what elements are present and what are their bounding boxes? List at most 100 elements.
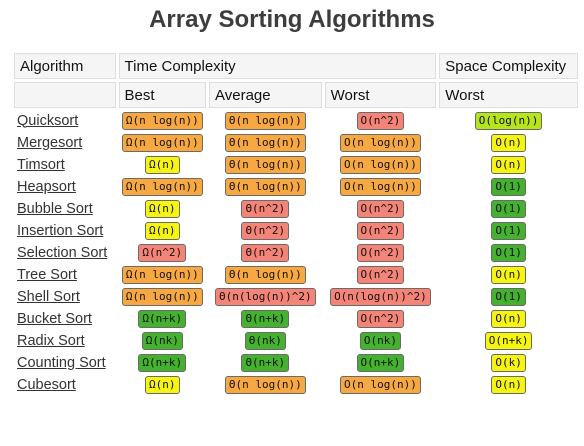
table-row: Bucket Sort Ω(n+k) Θ(n+k) O(n^2) O(n) — [14, 309, 578, 328]
header-row-1: Algorithm Time Complexity Space Complexi… — [14, 53, 578, 79]
complexity-badge: Θ(n log(n)) — [224, 178, 306, 196]
complexity-badge: O(n^2) — [356, 222, 405, 240]
complexity-badge: Ω(n) — [145, 156, 180, 174]
algorithm-link[interactable]: Cubesort — [17, 376, 76, 393]
best-cell: Ω(n) — [119, 155, 206, 174]
complexity-badge: O(n log(n)) — [339, 134, 421, 152]
complexity-badge: Ω(n) — [145, 376, 180, 394]
algorithm-link[interactable]: Quicksort — [17, 112, 79, 129]
algorithm-cell: Timsort — [14, 155, 116, 174]
complexity-badge: O(n^2) — [356, 244, 405, 262]
algorithm-cell: Counting Sort — [14, 353, 116, 372]
complexity-badge: Θ(n+k) — [241, 354, 290, 372]
space-cell: O(n) — [439, 375, 578, 394]
average-cell: Θ(n log(n)) — [209, 155, 322, 174]
table-row: Tree Sort Ω(n log(n)) Θ(n log(n)) O(n^2)… — [14, 265, 578, 284]
complexity-badge: O(n log(n)) — [339, 156, 421, 174]
algorithm-link[interactable]: Mergesort — [17, 134, 83, 151]
space-cell: O(1) — [439, 243, 578, 262]
algorithm-cell: Cubesort — [14, 375, 116, 394]
complexity-badge: O(n^2) — [356, 112, 405, 130]
complexity-badge: Ω(n log(n)) — [121, 178, 203, 196]
complexity-badge: Θ(n log(n)) — [224, 156, 306, 174]
algorithm-link[interactable]: Counting Sort — [17, 354, 106, 371]
space-cell: O(1) — [439, 221, 578, 240]
header-empty — [14, 82, 116, 108]
complexity-badge: O(n+k) — [356, 354, 405, 372]
space-cell: O(1) — [439, 287, 578, 306]
space-cell: O(1) — [439, 177, 578, 196]
worst-cell: O(n log(n)) — [325, 375, 437, 394]
table-row: Counting Sort Ω(n+k) Θ(n+k) O(n+k) O(k) — [14, 353, 578, 372]
algorithm-link[interactable]: Heapsort — [17, 178, 76, 195]
header-worst: Worst — [324, 82, 437, 108]
complexity-badge: O(n) — [491, 266, 526, 284]
complexity-badge: Ω(n log(n)) — [121, 266, 203, 284]
complexity-badge: O(1) — [491, 178, 526, 196]
algorithm-cell: Mergesort — [14, 133, 116, 152]
algorithm-link[interactable]: Selection Sort — [17, 244, 108, 261]
table-row: Bubble Sort Ω(n) Θ(n^2) O(n^2) O(1) — [14, 199, 578, 218]
complexity-badge: O(n^2) — [356, 200, 405, 218]
algorithm-link[interactable]: Bucket Sort — [17, 310, 92, 327]
space-cell: O(n+k) — [439, 331, 578, 350]
algorithm-cell: Heapsort — [14, 177, 116, 196]
table-row: Quicksort Ω(n log(n)) Θ(n log(n)) O(n^2)… — [14, 111, 578, 130]
complexity-badge: O(n) — [491, 134, 526, 152]
average-cell: Θ(n(log(n))^2) — [209, 287, 322, 306]
worst-cell: O(n^2) — [325, 309, 437, 328]
complexity-badge: Θ(n^2) — [241, 200, 290, 218]
complexity-badge: O(1) — [491, 200, 526, 218]
complexity-badge: Ω(nk) — [141, 332, 183, 350]
space-cell: O(log(n)) — [439, 111, 578, 130]
complexity-badge: O(n) — [491, 156, 526, 174]
algorithm-link[interactable]: Tree Sort — [17, 266, 77, 283]
complexity-badge: O(n+k) — [484, 332, 533, 350]
page-title: Array Sorting Algorithms — [149, 6, 435, 33]
header-average: Average — [209, 82, 322, 108]
complexity-badge: Θ(nk) — [244, 332, 286, 350]
average-cell: Θ(n^2) — [209, 243, 322, 262]
complexity-badge: O(n^2) — [356, 310, 405, 328]
complexity-badge: Θ(n(log(n))^2) — [214, 288, 316, 306]
complexity-badge: O(1) — [491, 288, 526, 306]
worst-cell: O(n^2) — [325, 265, 437, 284]
worst-cell: O(n log(n)) — [325, 155, 437, 174]
header-algorithm: Algorithm — [14, 53, 116, 79]
best-cell: Ω(n log(n)) — [119, 287, 206, 306]
complexity-badge: Ω(n^2) — [138, 244, 187, 262]
complexity-badge: Θ(n^2) — [241, 244, 290, 262]
average-cell: Θ(n log(n)) — [209, 111, 322, 130]
table-row: Heapsort Ω(n log(n)) Θ(n log(n)) O(n log… — [14, 177, 578, 196]
complexity-badge: O(n^2) — [356, 266, 405, 284]
worst-cell: O(n(log(n))^2) — [325, 287, 437, 306]
complexity-badge: Θ(n+k) — [241, 310, 290, 328]
space-cell: O(k) — [439, 353, 578, 372]
algorithm-link[interactable]: Shell Sort — [17, 288, 80, 305]
space-cell: O(n) — [439, 155, 578, 174]
complexity-badge: O(n(log(n))^2) — [330, 288, 431, 306]
complexity-badge: O(n) — [491, 310, 526, 328]
best-cell: Ω(n) — [119, 221, 206, 240]
algorithm-link[interactable]: Insertion Sort — [17, 222, 104, 239]
best-cell: Ω(n+k) — [119, 309, 206, 328]
average-cell: Θ(n log(n)) — [209, 375, 322, 394]
algorithm-link[interactable]: Timsort — [17, 156, 65, 173]
table-body: Quicksort Ω(n log(n)) Θ(n log(n)) O(n^2)… — [14, 111, 578, 394]
complexity-badge: O(n log(n)) — [339, 376, 421, 394]
best-cell: Ω(n log(n)) — [119, 111, 206, 130]
complexity-badge: O(k) — [491, 354, 526, 372]
algorithm-link[interactable]: Radix Sort — [17, 332, 85, 349]
complexity-badge: O(1) — [491, 222, 526, 240]
best-cell: Ω(n log(n)) — [119, 133, 206, 152]
worst-cell: O(n^2) — [325, 221, 437, 240]
complexity-badge: Ω(n log(n)) — [121, 288, 203, 306]
complexity-badge: Ω(n log(n)) — [121, 134, 203, 152]
space-cell: O(n) — [439, 265, 578, 284]
worst-cell: O(n^2) — [325, 111, 437, 130]
best-cell: Ω(n) — [119, 375, 206, 394]
best-cell: Ω(n log(n)) — [119, 265, 206, 284]
table-row: Insertion Sort Ω(n) Θ(n^2) O(n^2) O(1) — [14, 221, 578, 240]
algorithm-link[interactable]: Bubble Sort — [17, 200, 93, 217]
space-cell: O(n) — [439, 133, 578, 152]
